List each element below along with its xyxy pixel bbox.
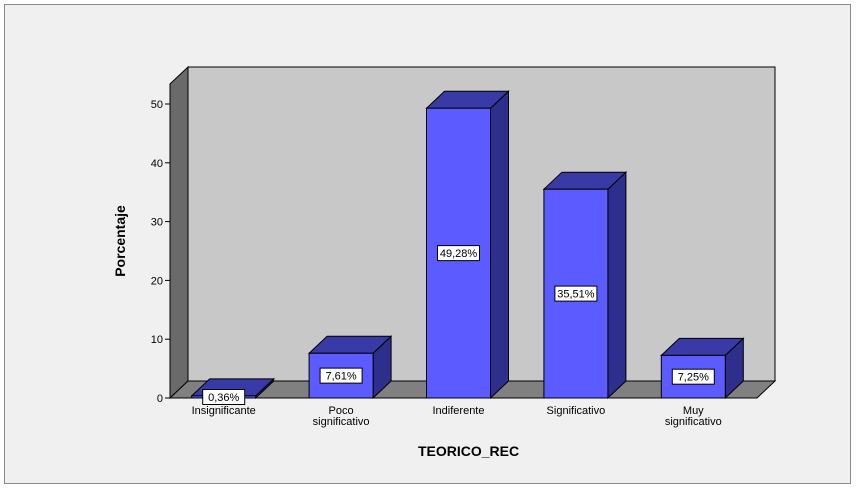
- data-label-box: [319, 367, 363, 384]
- x-tick-label: Insignificante: [192, 405, 256, 417]
- y-tick-label: 0: [157, 393, 163, 405]
- y-tick-label: 30: [151, 217, 163, 229]
- bar-side: [490, 90, 509, 400]
- x-tick-label: significativo: [665, 416, 722, 428]
- data-label: 35,51%: [557, 289, 595, 301]
- bar: 7,25%: [660, 337, 745, 400]
- x-tick-label: Poco: [329, 405, 354, 417]
- x-axis-title: TEORICO_REC: [418, 443, 519, 459]
- x-tick-label: Muy: [683, 405, 704, 417]
- x-tick-label: Indiferente: [433, 405, 485, 417]
- bar: 35,51%: [542, 171, 628, 400]
- y-tick-label: 50: [151, 99, 163, 111]
- data-label-box: [554, 285, 598, 302]
- data-label: 49,28%: [440, 248, 478, 260]
- data-label: 7,61%: [325, 371, 356, 383]
- bar: 49,28%: [425, 90, 510, 400]
- data-label: 7,25%: [678, 372, 709, 384]
- y-tick-label: 40: [151, 158, 163, 170]
- data-label-box: [202, 389, 246, 405]
- y-axis-title: Porcentaje: [112, 205, 128, 277]
- bar: 7,61%: [307, 335, 393, 400]
- plot-side-wall: [169, 65, 189, 400]
- x-tick-label: significativo: [313, 416, 370, 428]
- y-tick-label: 20: [151, 275, 163, 287]
- data-label: 0,36%: [208, 392, 239, 404]
- x-tick-label: Significativo: [547, 405, 606, 417]
- bar-side: [607, 171, 627, 400]
- data-label-box: [671, 368, 715, 385]
- y-tick-label: 10: [151, 334, 163, 346]
- bar: 0,36%: [190, 377, 275, 405]
- data-label-box: [437, 245, 480, 262]
